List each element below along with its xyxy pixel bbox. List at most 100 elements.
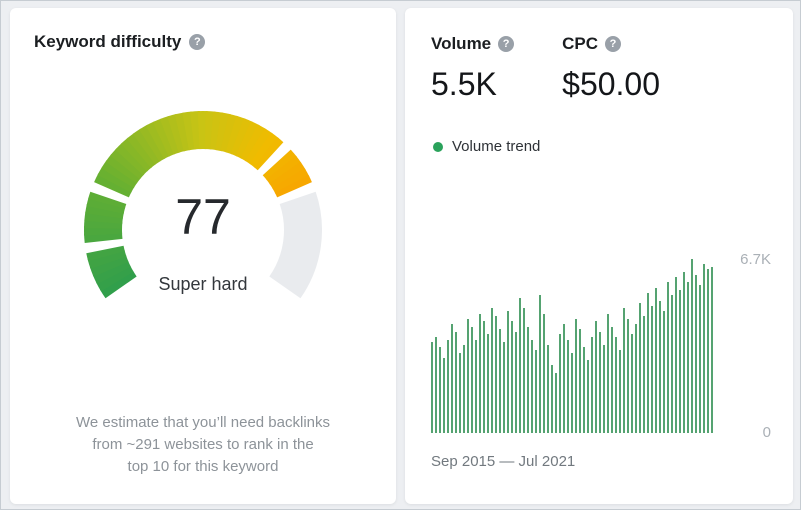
volume-bar[interactable] <box>499 329 501 433</box>
volume-trend-legend: Volume trend <box>433 138 540 155</box>
volume-bar[interactable] <box>479 313 481 433</box>
volume-bar[interactable] <box>515 331 517 433</box>
volume-bar[interactable] <box>487 334 489 433</box>
volume-bar[interactable] <box>655 287 657 433</box>
y-axis-min-label: 0 <box>762 424 771 441</box>
volume-bar[interactable] <box>595 321 597 433</box>
volume-bar[interactable] <box>587 360 589 433</box>
footnote-line-1: We estimate that you’ll need backlinks <box>75 414 331 431</box>
volume-bar[interactable] <box>431 342 433 433</box>
volume-bar[interactable] <box>679 290 681 433</box>
volume-bar[interactable] <box>539 295 541 433</box>
difficulty-gauge-svg <box>84 111 322 299</box>
cpc-value: $50.00 <box>562 66 661 102</box>
volume-bar[interactable] <box>611 326 613 433</box>
volume-bar[interactable] <box>647 292 649 433</box>
volume-bar[interactable] <box>615 336 617 433</box>
volume-bar[interactable] <box>707 269 709 433</box>
volume-bar[interactable] <box>627 318 629 433</box>
difficulty-score: 77 <box>175 189 231 245</box>
footnote-line-3: top 10 for this keyword <box>127 458 279 475</box>
volume-bar[interactable] <box>523 308 525 433</box>
volume-bar[interactable] <box>503 342 505 433</box>
volume-bar[interactable] <box>623 308 625 433</box>
volume-value: 5.5K <box>431 66 497 102</box>
volume-bar[interactable] <box>531 339 533 433</box>
volume-bar[interactable] <box>527 326 529 433</box>
volume-bar[interactable] <box>439 347 441 433</box>
volume-bar[interactable] <box>639 303 641 433</box>
difficulty-rating-label: Super hard <box>158 274 248 294</box>
volume-bar[interactable] <box>547 344 549 433</box>
volume-bar[interactable] <box>635 323 637 433</box>
volume-bar[interactable] <box>475 339 477 433</box>
keyword-difficulty-header: Keyword difficulty ? <box>34 32 372 52</box>
volume-bar[interactable] <box>455 331 457 433</box>
volume-bar[interactable] <box>695 274 697 433</box>
volume-bar[interactable] <box>507 310 509 433</box>
volume-bar[interactable] <box>551 365 553 433</box>
volume-bar[interactable] <box>535 349 537 433</box>
volume-bar[interactable] <box>559 334 561 433</box>
volume-bar[interactable] <box>447 339 449 433</box>
volume-bar[interactable] <box>607 313 609 433</box>
gauge-segment-arc <box>86 245 125 262</box>
volume-bar[interactable] <box>687 282 689 433</box>
volume-bar[interactable] <box>467 318 469 433</box>
volume-bar[interactable] <box>651 305 653 433</box>
metrics-row: Volume ? 5.5K CPC ? $50.00 <box>431 34 767 103</box>
volume-bar[interactable] <box>699 284 701 433</box>
volume-trend-chart[interactable]: 6.7K 0 Sep 2015 — Jul 2021 <box>431 251 771 470</box>
volume-bar[interactable] <box>543 313 545 433</box>
volume-bar[interactable] <box>555 373 557 433</box>
volume-bar[interactable] <box>583 347 585 433</box>
volume-bar[interactable] <box>463 344 465 433</box>
volume-bar[interactable] <box>451 323 453 433</box>
volume-bar[interactable] <box>519 297 521 433</box>
volume-bar[interactable] <box>579 329 581 433</box>
gauge-segment-arc <box>88 191 127 209</box>
volume-bar[interactable] <box>563 323 565 433</box>
volume-bar[interactable] <box>671 295 673 433</box>
difficulty-gauge: 77 Super hard <box>63 96 343 316</box>
volume-bar[interactable] <box>599 331 601 433</box>
volume-bar[interactable] <box>495 316 497 433</box>
volume-bar[interactable] <box>675 277 677 433</box>
volume-bar[interactable] <box>659 300 661 433</box>
gauge-segment-arc <box>253 137 284 171</box>
volume-cpc-card: Volume ? 5.5K CPC ? $50.00 Volume trend <box>405 8 793 504</box>
volume-bar[interactable] <box>667 282 669 433</box>
keyword-difficulty-help-icon[interactable]: ? <box>189 34 206 50</box>
volume-bar[interactable] <box>491 308 493 433</box>
volume-bar[interactable] <box>443 357 445 433</box>
volume-bar[interactable] <box>603 344 605 433</box>
volume-bar[interactable] <box>711 266 713 433</box>
volume-bar[interactable] <box>591 336 593 433</box>
volume-bar[interactable] <box>663 310 665 433</box>
volume-bar[interactable] <box>567 339 569 433</box>
volume-bar[interactable] <box>703 264 705 433</box>
keyword-difficulty-title: Keyword difficulty <box>34 32 182 51</box>
cpc-help-icon[interactable]: ? <box>605 36 622 52</box>
legend-dot-icon <box>433 141 443 152</box>
keyword-difficulty-card: Keyword difficulty ? 77 Super hard We es… <box>10 8 396 504</box>
gauge-segment-arc <box>274 175 312 198</box>
volume-bar[interactable] <box>691 259 693 433</box>
volume-bar[interactable] <box>483 321 485 433</box>
volume-help-icon[interactable]: ? <box>498 36 515 52</box>
volume-bar[interactable] <box>511 321 513 433</box>
volume-metric: Volume ? 5.5K <box>431 34 515 103</box>
volume-bar[interactable] <box>619 349 621 433</box>
footnote-line-2: from ~291 websites to rank in the <box>92 436 314 453</box>
volume-bar[interactable] <box>459 352 461 433</box>
volume-bar[interactable] <box>571 352 573 433</box>
volume-bar[interactable] <box>575 318 577 433</box>
volume-bars[interactable] <box>431 259 713 433</box>
volume-label: Volume <box>431 34 492 53</box>
volume-bar[interactable] <box>435 336 437 433</box>
volume-bar[interactable] <box>643 316 645 433</box>
volume-bar[interactable] <box>631 334 633 433</box>
volume-bar[interactable] <box>471 326 473 433</box>
volume-bar[interactable] <box>683 271 685 433</box>
